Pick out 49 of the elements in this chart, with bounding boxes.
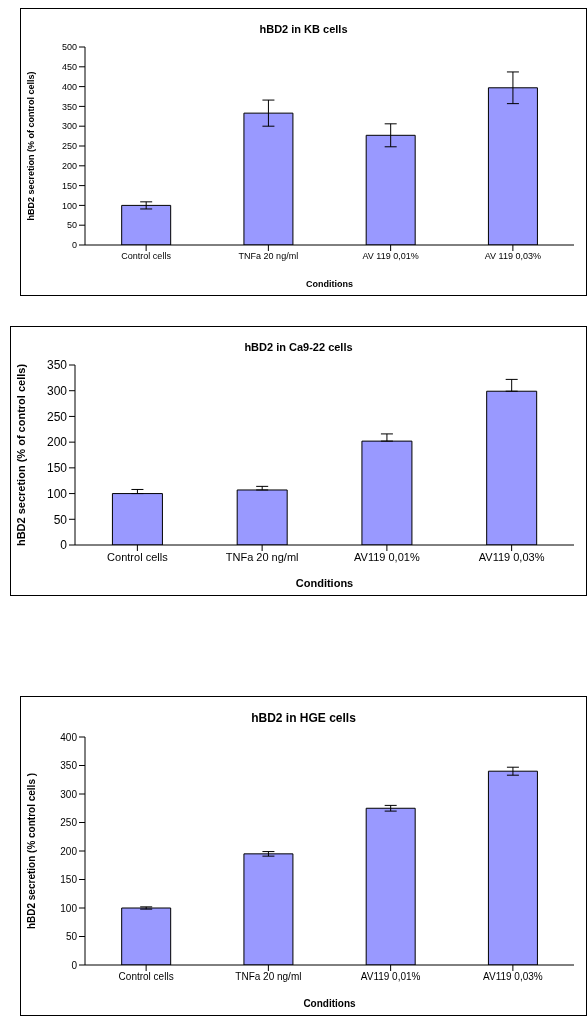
x-tick-label: AV119 0,01% <box>354 550 420 563</box>
y-tick-label: 150 <box>61 180 77 191</box>
x-tick-label: Control cells <box>121 251 172 262</box>
y-tick-label: 450 <box>61 61 77 72</box>
y-tick-label: 0 <box>71 959 78 971</box>
x-axis-title: Conditions <box>303 998 357 1009</box>
y-tick-label: 200 <box>46 435 68 450</box>
y-tick-label: 400 <box>61 81 77 92</box>
y-tick-label: 200 <box>60 845 78 857</box>
y-tick-label: 50 <box>66 220 77 231</box>
y-tick-label: 350 <box>61 101 77 112</box>
y-tick-label: 200 <box>61 161 77 171</box>
y-tick-label: 300 <box>46 383 68 398</box>
x-axis-title: Conditions <box>306 279 353 289</box>
x-tick-label: TNFa 20 ng/ml <box>235 971 302 983</box>
y-tick-label: 50 <box>53 512 68 527</box>
x-tick-label: AV119 0,01% <box>360 971 421 983</box>
y-tick-label: 350 <box>46 358 68 373</box>
y-axis-title: hBD2 secretion (% of control cells) <box>14 363 27 547</box>
y-tick-label: 250 <box>46 409 68 424</box>
y-axis-title: hBD2 secretion (% of control cells) <box>26 71 37 221</box>
x-axis-title: Conditions <box>295 577 354 589</box>
y-tick-label: 0 <box>60 538 68 553</box>
x-tick-label: AV119 0,03% <box>478 550 545 563</box>
x-tick-label: TNFa 20 ng/ml <box>238 251 299 262</box>
y-tick-label: 500 <box>61 42 77 53</box>
y-tick-label: 100 <box>61 200 77 211</box>
x-tick-label: AV119 0,03% <box>483 971 543 983</box>
chart-title: hBD2 in KB cells <box>258 22 349 35</box>
y-tick-label: 300 <box>60 788 78 800</box>
y-tick-label: 250 <box>60 817 78 829</box>
y-tick-label: 0 <box>71 240 77 251</box>
x-tick-label: AV 119 0,01% <box>362 251 419 262</box>
y-tick-label: 150 <box>46 461 68 476</box>
y-tick-label: 350 <box>60 760 78 772</box>
y-tick-label: 150 <box>60 874 78 886</box>
x-tick-label: TNFa 20 ng/ml <box>225 550 299 563</box>
x-tick-label: Control cells <box>107 550 169 563</box>
y-tick-label: 250 <box>61 141 77 152</box>
y-axis-title: hBD2 secretion (% control cells ) <box>25 772 37 930</box>
y-tick-label: 100 <box>46 486 68 501</box>
y-tick-label: 300 <box>61 121 77 132</box>
chart-title: hBD2 in HGE cells <box>250 710 357 725</box>
x-tick-label: Control cells <box>118 971 174 983</box>
y-tick-label: 100 <box>60 902 78 914</box>
chart-title: hBD2 in Ca9-22 cells <box>243 340 354 353</box>
y-tick-label: 50 <box>65 931 78 943</box>
x-tick-label: AV 119 0,03% <box>484 251 541 262</box>
y-tick-label: 400 <box>60 731 78 743</box>
